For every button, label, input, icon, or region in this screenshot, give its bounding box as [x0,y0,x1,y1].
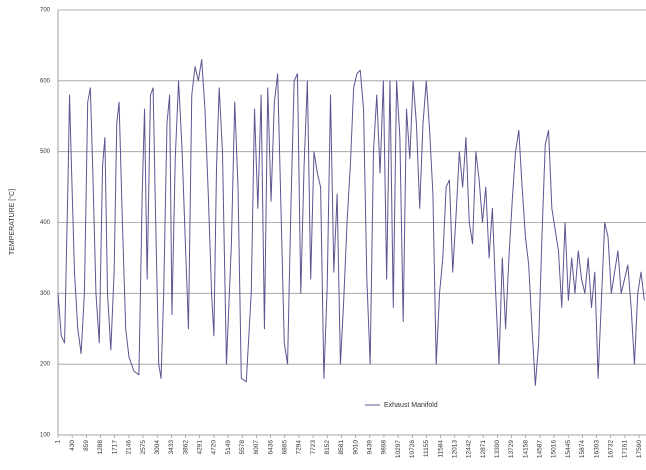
y-tick-label: 700 [40,8,51,14]
x-tick-label: 8581 [338,440,345,455]
x-tick-label: 7723 [310,440,317,455]
x-tick-label: 10297 [395,440,402,458]
x-tick-label: 16303 [593,440,600,458]
x-tick-label: 9868 [381,440,388,455]
x-tick-label: 12442 [466,440,473,458]
x-tick-label: 10726 [409,440,416,458]
x-tick-label: 5149 [225,440,232,455]
x-tick-label: 5578 [239,440,246,455]
x-tick-label: 11155 [423,440,430,457]
x-tick-label: 17590 [636,440,643,458]
x-tick-label: 3433 [168,440,175,455]
x-tick-label: 9010 [352,440,359,455]
legend-label: Exhaust Manifold [384,402,438,409]
x-tick-label: 4720 [211,440,218,455]
x-tick-label: 12013 [452,440,459,458]
x-tick-label: 16732 [607,440,614,458]
x-tick-label: 2146 [126,440,133,455]
x-tick-label: 14158 [522,440,529,458]
x-tick-label: 15874 [579,440,586,458]
x-tick-label: 12871 [480,440,487,458]
y-tick-label: 300 [40,291,51,297]
y-tick-label: 100 [40,433,51,439]
x-tick-label: 1 [55,440,62,444]
y-axis-label: TEMPERATURE [°C] [8,189,16,255]
x-tick-label: 15016 [551,440,558,458]
x-tick-label: 17161 [622,440,629,458]
x-tick-label: 15445 [565,440,572,458]
y-tick-label: 200 [40,362,51,368]
x-tick-label: 13300 [494,440,501,458]
x-tick-label: 6865 [281,440,288,455]
x-tick-label: 1288 [97,440,104,455]
x-tick-label: 2575 [140,440,147,455]
x-tick-label: 6436 [267,440,274,455]
x-tick-label: 3004 [154,440,161,455]
data-line [57,59,645,386]
x-tick-label: 859 [83,440,90,451]
y-tick-label: 600 [40,78,51,84]
x-tick-label: 9439 [367,440,374,455]
x-tick-label: 11584 [437,440,444,458]
x-tick-label: 1717 [111,440,118,455]
x-tick-label: 14587 [537,440,544,458]
y-tick-label: 500 [40,149,51,155]
x-tick-label: 430 [69,440,76,451]
x-tick-label: 8152 [324,440,331,455]
x-tick-label: 3862 [182,440,189,455]
y-tick-label: 400 [40,220,51,226]
x-tick-label: 13729 [508,440,515,458]
x-tick-label: 4291 [196,440,203,455]
x-tick-label: 7294 [296,440,303,455]
x-tick-label: 6007 [253,440,260,455]
